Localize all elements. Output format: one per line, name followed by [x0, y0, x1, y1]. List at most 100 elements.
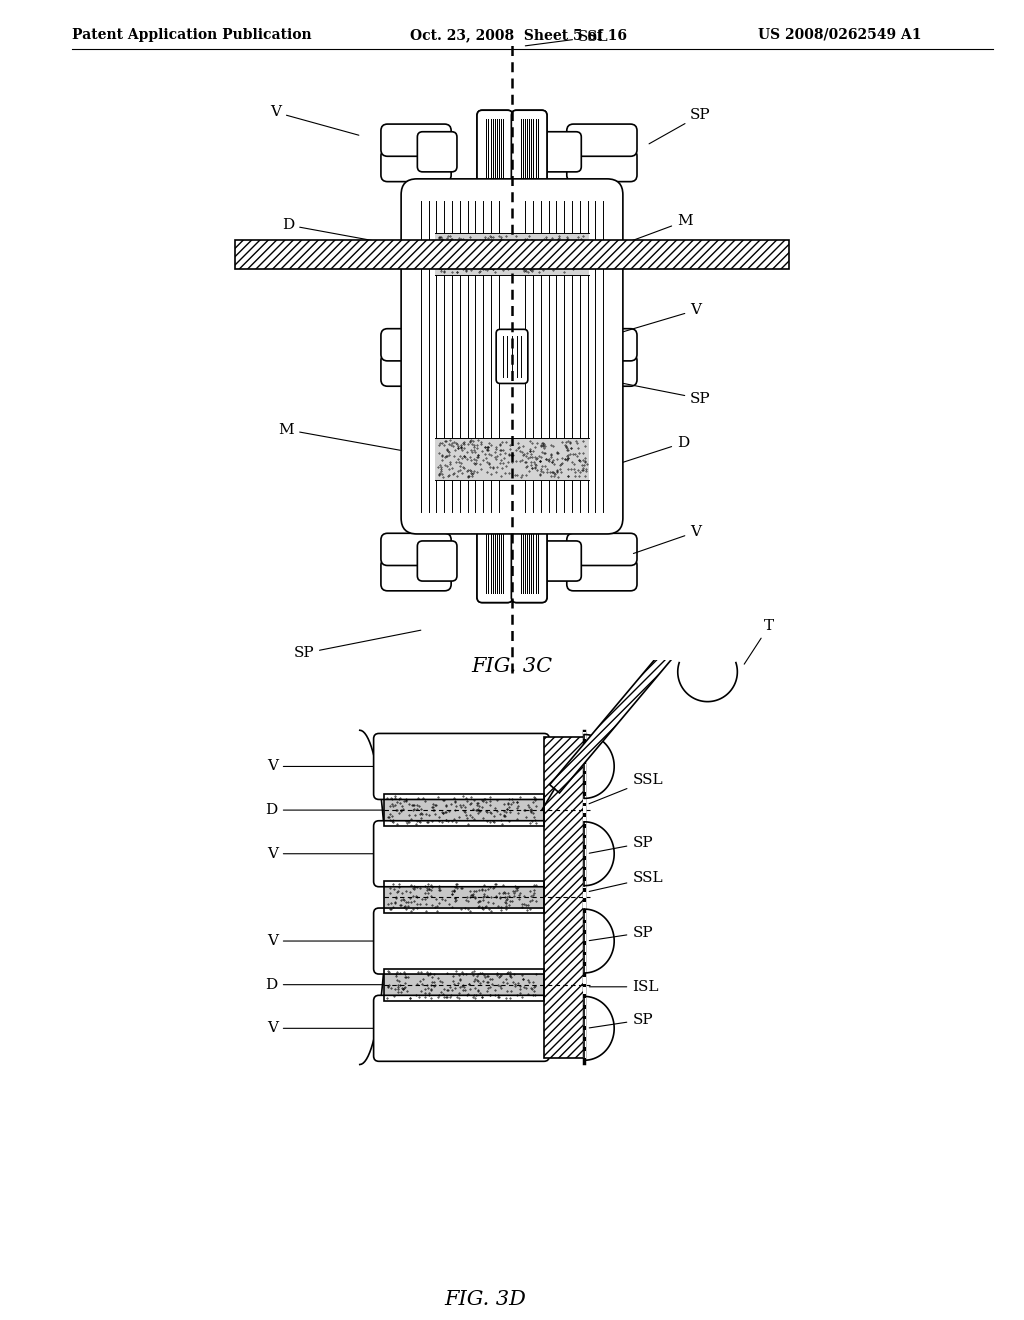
Bar: [583, 977, 586, 983]
Text: V: V: [267, 1022, 382, 1035]
FancyBboxPatch shape: [381, 558, 452, 591]
Bar: [583, 838, 586, 845]
FancyBboxPatch shape: [566, 533, 637, 565]
Bar: [583, 891, 586, 899]
Bar: [583, 870, 586, 878]
FancyBboxPatch shape: [566, 149, 637, 182]
Bar: [435, 438, 589, 480]
Text: D: D: [616, 436, 689, 465]
Text: V: V: [267, 846, 382, 861]
FancyBboxPatch shape: [511, 520, 547, 602]
Bar: [583, 913, 586, 920]
Text: SP: SP: [623, 383, 711, 405]
FancyBboxPatch shape: [381, 124, 452, 156]
FancyBboxPatch shape: [511, 315, 547, 399]
Text: SP: SP: [293, 630, 421, 660]
Text: D: D: [265, 803, 387, 817]
Polygon shape: [550, 638, 683, 793]
Text: FIG. 3C: FIG. 3C: [471, 657, 553, 676]
Bar: [583, 1030, 586, 1036]
Bar: [583, 902, 586, 909]
Bar: [583, 764, 586, 771]
FancyBboxPatch shape: [511, 315, 547, 399]
FancyBboxPatch shape: [381, 533, 452, 565]
FancyBboxPatch shape: [477, 520, 513, 602]
FancyBboxPatch shape: [477, 520, 513, 602]
FancyBboxPatch shape: [374, 821, 549, 887]
Text: V: V: [634, 525, 701, 553]
FancyBboxPatch shape: [418, 132, 457, 172]
Text: D: D: [282, 218, 408, 247]
Bar: [583, 807, 586, 813]
Text: SSL: SSL: [589, 871, 663, 891]
FancyBboxPatch shape: [374, 995, 549, 1061]
Bar: [583, 1051, 586, 1059]
Text: Patent Application Publication: Patent Application Publication: [72, 28, 311, 42]
FancyBboxPatch shape: [511, 111, 547, 194]
Bar: [384, 969, 544, 1001]
Text: SP: SP: [589, 836, 653, 853]
Text: Oct. 23, 2008  Sheet 5 of 16: Oct. 23, 2008 Sheet 5 of 16: [410, 28, 627, 42]
Bar: [583, 731, 586, 739]
FancyBboxPatch shape: [511, 111, 547, 194]
FancyBboxPatch shape: [374, 908, 549, 974]
Text: US 2008/0262549 A1: US 2008/0262549 A1: [758, 28, 922, 42]
FancyBboxPatch shape: [477, 315, 513, 399]
Bar: [583, 987, 586, 994]
Bar: [583, 796, 586, 803]
Bar: [583, 956, 586, 962]
Bar: [384, 882, 544, 913]
Bar: [583, 935, 586, 941]
Bar: [583, 785, 586, 792]
Bar: [583, 945, 586, 952]
Text: FIG. 3D: FIG. 3D: [444, 1291, 526, 1309]
FancyBboxPatch shape: [566, 354, 637, 387]
FancyBboxPatch shape: [511, 520, 547, 602]
Bar: [583, 828, 586, 834]
Text: SP: SP: [649, 108, 711, 144]
Text: SP: SP: [589, 1012, 653, 1028]
Bar: [583, 1019, 586, 1026]
Bar: [583, 1008, 586, 1015]
FancyBboxPatch shape: [497, 330, 527, 383]
Text: V: V: [267, 759, 382, 774]
Bar: [583, 1040, 586, 1048]
Text: V: V: [270, 106, 358, 135]
FancyBboxPatch shape: [418, 337, 457, 376]
Bar: [544, 737, 585, 1059]
FancyBboxPatch shape: [381, 354, 452, 387]
Bar: [583, 754, 586, 760]
FancyBboxPatch shape: [566, 558, 637, 591]
Text: T: T: [744, 619, 774, 664]
Text: M: M: [279, 422, 408, 451]
Bar: [384, 795, 544, 826]
Text: V: V: [267, 935, 382, 948]
Bar: [583, 775, 586, 781]
Bar: [234, 240, 790, 269]
FancyBboxPatch shape: [477, 315, 513, 399]
FancyBboxPatch shape: [566, 124, 637, 156]
FancyBboxPatch shape: [542, 337, 582, 376]
Bar: [583, 743, 586, 750]
Text: SP: SP: [589, 925, 653, 941]
Text: D: D: [265, 978, 387, 991]
FancyBboxPatch shape: [566, 329, 637, 360]
Bar: [583, 998, 586, 1005]
FancyBboxPatch shape: [401, 180, 623, 535]
FancyBboxPatch shape: [542, 541, 582, 581]
Text: M: M: [616, 214, 692, 247]
Bar: [384, 969, 544, 1001]
Bar: [384, 795, 544, 826]
Text: ISL: ISL: [589, 979, 658, 994]
Text: V: V: [623, 304, 701, 331]
FancyBboxPatch shape: [477, 111, 513, 194]
Bar: [435, 232, 589, 276]
FancyBboxPatch shape: [381, 329, 452, 360]
Text: SSL: SSL: [589, 774, 663, 804]
Bar: [583, 880, 586, 888]
Bar: [384, 882, 544, 913]
FancyBboxPatch shape: [374, 734, 549, 800]
Bar: [583, 966, 586, 973]
Bar: [583, 817, 586, 824]
Bar: [583, 849, 586, 855]
